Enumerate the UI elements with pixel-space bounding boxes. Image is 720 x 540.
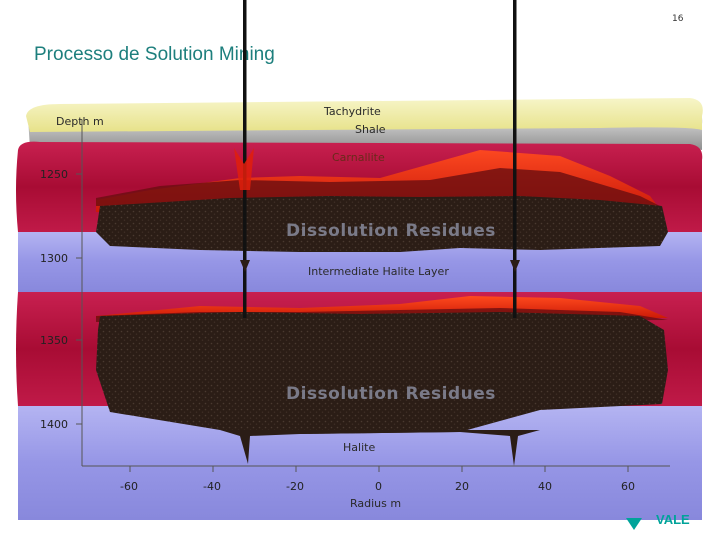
dissolution-residues-upper-label: Dissolution Residues: [286, 221, 496, 241]
well-notch-right-lower: [510, 260, 520, 272]
y-axis-label: Depth m: [56, 115, 104, 128]
cavity-floor-lower: [220, 430, 540, 466]
tachydrite-label: Tachydrite: [323, 105, 381, 118]
intermediate-halite-label: Intermediate Halite Layer: [308, 265, 449, 278]
x-tick-label-60: 60: [621, 480, 635, 493]
x-tick-label-m20: -20: [286, 480, 304, 493]
y-tick-label-1300: 1300: [40, 252, 68, 265]
x-tick-label-m40: -40: [203, 480, 221, 493]
dissolution-residues-lower: [96, 312, 668, 434]
shale-label: Shale: [355, 123, 386, 136]
well-notch-left: [234, 148, 254, 190]
halite-layer-lower: [18, 406, 702, 520]
halite-label: Halite: [343, 441, 375, 454]
vale-logo: VALE: [656, 512, 690, 527]
carnallite-label: Carnallite: [332, 151, 385, 164]
well-pipe-left: [243, 0, 247, 318]
dissolution-residues-lower-label: Dissolution Residues: [286, 384, 496, 404]
x-tick-label-m60: -60: [120, 480, 138, 493]
well-pipe-right: [513, 0, 517, 318]
y-tick-label-1350: 1350: [40, 334, 68, 347]
x-tick-label-20: 20: [455, 480, 469, 493]
page-title: Processo de Solution Mining: [34, 44, 275, 65]
vale-logo-icon: [626, 518, 642, 530]
dissolution-residues-upper: [96, 196, 668, 252]
x-tick-label-40: 40: [538, 480, 552, 493]
x-axis-label: Radius m: [350, 497, 401, 510]
y-tick-label-1250: 1250: [40, 168, 68, 181]
tachydrite-layer: [26, 98, 703, 132]
page-number: 16: [672, 14, 684, 24]
well-notch-left-lower: [240, 260, 250, 272]
y-tick-label-1400: 1400: [40, 418, 68, 431]
x-tick-label-0: 0: [375, 480, 382, 493]
